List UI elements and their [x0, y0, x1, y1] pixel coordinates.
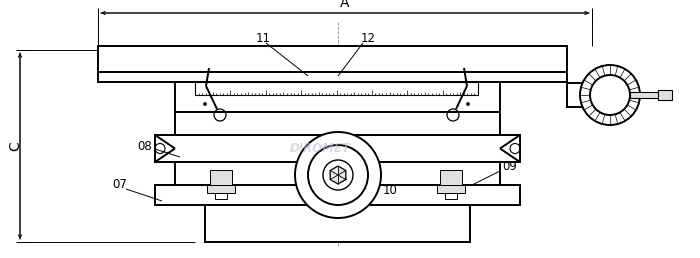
Bar — [210, 170, 232, 185]
Text: 09: 09 — [503, 160, 517, 173]
Text: C: C — [8, 141, 22, 151]
Bar — [175, 162, 500, 185]
Bar — [630, 92, 662, 98]
Bar — [215, 193, 227, 199]
Bar — [98, 46, 567, 72]
Circle shape — [590, 75, 630, 115]
Bar — [440, 170, 462, 185]
Bar — [437, 185, 465, 193]
Text: A: A — [340, 0, 350, 10]
Text: 07: 07 — [112, 179, 127, 191]
Circle shape — [295, 132, 381, 218]
Text: 10: 10 — [383, 183, 398, 197]
Bar — [445, 193, 457, 199]
Text: 08: 08 — [138, 141, 153, 154]
Bar — [567, 83, 585, 107]
Bar — [175, 82, 500, 112]
Bar — [175, 112, 500, 135]
Bar — [155, 135, 520, 162]
Bar — [155, 185, 520, 205]
Circle shape — [466, 102, 470, 106]
Bar — [207, 185, 235, 193]
Text: 12: 12 — [360, 31, 375, 44]
Bar — [205, 205, 470, 242]
Bar — [195, 82, 478, 95]
Circle shape — [323, 160, 353, 190]
Circle shape — [580, 65, 640, 125]
Circle shape — [204, 102, 206, 106]
Bar — [658, 90, 672, 100]
Bar — [98, 72, 567, 82]
Text: 11: 11 — [256, 31, 270, 44]
Polygon shape — [330, 166, 346, 184]
Circle shape — [308, 145, 368, 205]
Text: DIROMET: DIROMET — [290, 141, 351, 155]
